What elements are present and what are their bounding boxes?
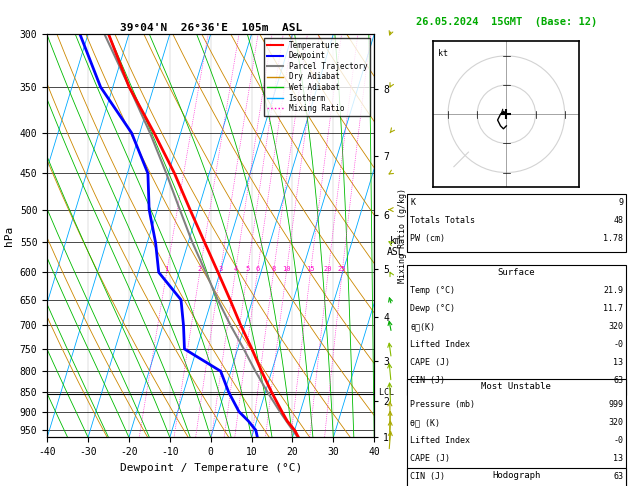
Text: 320: 320 xyxy=(608,418,623,428)
Text: 13: 13 xyxy=(613,358,623,367)
Text: -0: -0 xyxy=(613,436,623,446)
Text: 999: 999 xyxy=(608,400,623,410)
Text: CIN (J): CIN (J) xyxy=(410,376,445,385)
Text: 20: 20 xyxy=(324,266,332,272)
Text: © weatheronline.co.uk: © weatheronline.co.uk xyxy=(467,474,564,484)
Text: θᴄ (K): θᴄ (K) xyxy=(410,418,440,428)
Text: Totals Totals: Totals Totals xyxy=(410,216,475,225)
Text: -0: -0 xyxy=(613,340,623,349)
Text: Dewp (°C): Dewp (°C) xyxy=(410,304,455,313)
X-axis label: Dewpoint / Temperature (°C): Dewpoint / Temperature (°C) xyxy=(120,463,302,473)
Legend: Temperature, Dewpoint, Parcel Trajectory, Dry Adiabat, Wet Adiabat, Isotherm, Mi: Temperature, Dewpoint, Parcel Trajectory… xyxy=(264,38,370,116)
Text: 10: 10 xyxy=(282,266,291,272)
Text: Hodograph: Hodograph xyxy=(493,471,540,480)
Text: Pressure (mb): Pressure (mb) xyxy=(410,400,475,410)
Text: 26.05.2024  15GMT  (Base: 12): 26.05.2024 15GMT (Base: 12) xyxy=(416,17,597,27)
Text: PW (cm): PW (cm) xyxy=(410,234,445,243)
Text: Most Unstable: Most Unstable xyxy=(481,382,552,392)
Text: 25: 25 xyxy=(338,266,347,272)
Text: 21.9: 21.9 xyxy=(603,286,623,295)
Text: 320: 320 xyxy=(608,322,623,331)
Text: kt: kt xyxy=(438,49,448,58)
Text: K: K xyxy=(410,198,415,207)
Text: CAPE (J): CAPE (J) xyxy=(410,358,450,367)
Text: 1.78: 1.78 xyxy=(603,234,623,243)
Text: Temp (°C): Temp (°C) xyxy=(410,286,455,295)
Text: CIN (J): CIN (J) xyxy=(410,472,445,482)
Text: Lifted Index: Lifted Index xyxy=(410,436,470,446)
Text: Surface: Surface xyxy=(498,268,535,278)
Text: 2: 2 xyxy=(198,266,202,272)
Text: 8: 8 xyxy=(271,266,276,272)
Text: 9: 9 xyxy=(618,198,623,207)
Text: 48: 48 xyxy=(613,216,623,225)
Text: θᴄ(K): θᴄ(K) xyxy=(410,322,435,331)
Text: 4: 4 xyxy=(233,266,237,272)
Text: 63: 63 xyxy=(613,376,623,385)
Y-axis label: hPa: hPa xyxy=(4,226,14,246)
Text: 3: 3 xyxy=(218,266,223,272)
Text: Lifted Index: Lifted Index xyxy=(410,340,470,349)
Text: Mixing Ratio (g/kg): Mixing Ratio (g/kg) xyxy=(398,188,407,283)
Text: CAPE (J): CAPE (J) xyxy=(410,454,450,464)
Text: 15: 15 xyxy=(306,266,314,272)
Y-axis label: km
ASL: km ASL xyxy=(387,236,405,257)
Text: 63: 63 xyxy=(613,472,623,482)
Title: 39°04'N  26°36'E  105m  ASL: 39°04'N 26°36'E 105m ASL xyxy=(120,23,302,33)
Text: 1: 1 xyxy=(165,266,169,272)
Text: 11.7: 11.7 xyxy=(603,304,623,313)
Text: 13: 13 xyxy=(613,454,623,464)
Text: LCL: LCL xyxy=(374,388,394,397)
Text: 5: 5 xyxy=(245,266,250,272)
Text: 6: 6 xyxy=(255,266,259,272)
